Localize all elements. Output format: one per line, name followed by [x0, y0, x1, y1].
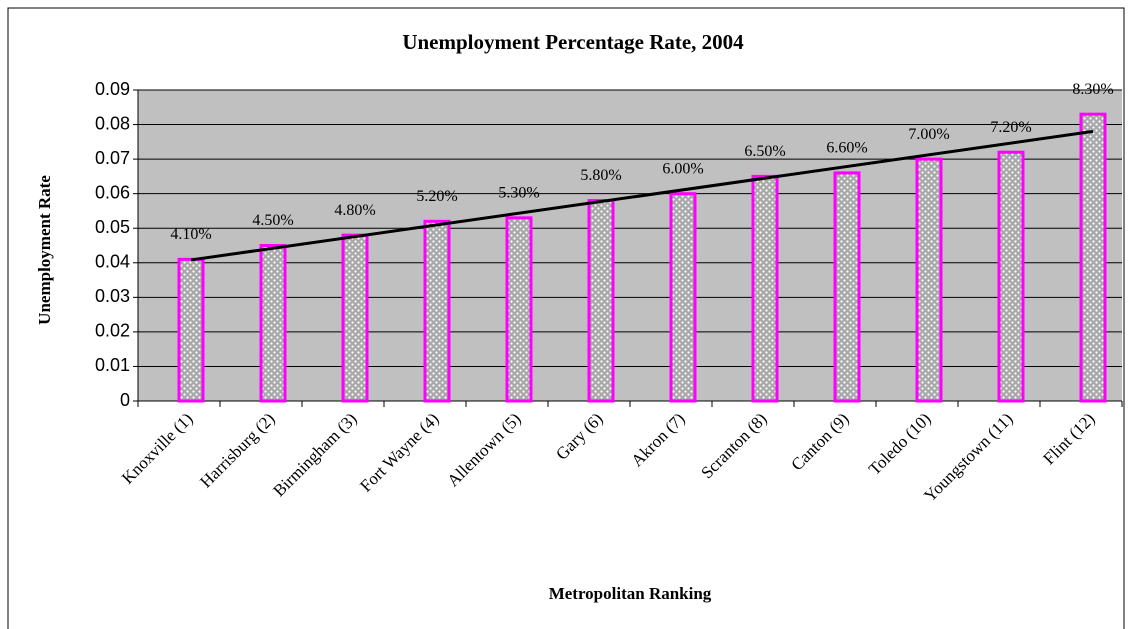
x-axis-title: Metropolitan Ranking [549, 584, 712, 603]
value-label: 5.80% [580, 167, 621, 184]
value-label: 7.20% [990, 119, 1031, 136]
y-tick-label: 0.06 [95, 182, 130, 202]
bar [669, 192, 697, 403]
y-tick-label: 0.04 [95, 252, 130, 272]
y-tick-label: 0.01 [95, 355, 130, 375]
bar [177, 257, 205, 403]
value-label: 4.80% [334, 202, 375, 219]
y-tick-label: 0.02 [95, 321, 130, 341]
bar [915, 157, 943, 403]
y-axis-title: Unemployment Rate [35, 175, 54, 325]
value-label: 5.30% [498, 185, 539, 202]
bar [997, 150, 1025, 403]
bar [259, 244, 287, 403]
bar [505, 216, 533, 403]
y-tick-label: 0 [120, 390, 130, 410]
y-tick-label: 0.07 [95, 148, 130, 168]
value-label: 7.00% [908, 126, 949, 143]
bar [751, 174, 779, 403]
trendline [190, 129, 1094, 262]
value-label: 4.50% [252, 212, 293, 229]
bar [341, 233, 369, 403]
y-tick-label: 0.08 [95, 113, 130, 133]
y-tick-label: 0.03 [95, 286, 130, 306]
value-label: 6.50% [744, 143, 785, 160]
bar [833, 171, 861, 403]
value-label: 6.60% [826, 140, 867, 157]
chart-title: Unemployment Percentage Rate, 2004 [402, 30, 744, 54]
value-label: 6.00% [662, 160, 703, 177]
value-label: 8.30% [1072, 81, 1113, 98]
value-label: 4.10% [170, 226, 211, 243]
bar [587, 199, 615, 403]
bar [423, 219, 451, 403]
y-tick-label: 0.05 [95, 217, 130, 237]
value-label: 5.20% [416, 188, 457, 205]
y-tick-label: 0.09 [95, 79, 130, 99]
bar [1079, 112, 1107, 403]
